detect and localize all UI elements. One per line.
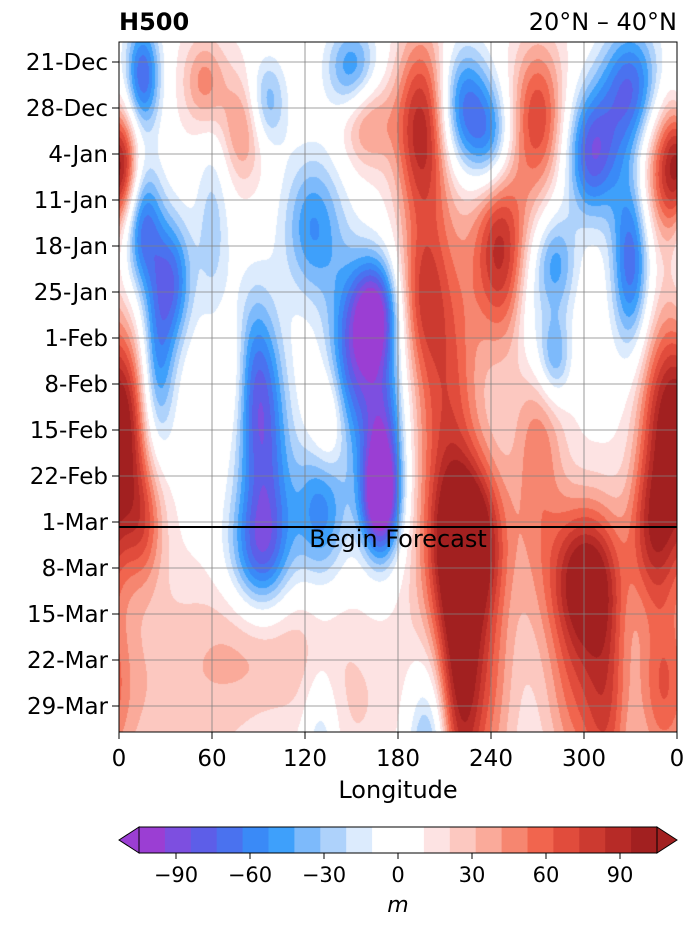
colorbar-swatch	[216, 827, 244, 853]
colorbar-tick-label: 0	[391, 863, 404, 887]
colorbar-swatch	[294, 827, 321, 853]
x-axis-label: Longitude	[338, 776, 457, 804]
title-left: H500	[119, 8, 189, 36]
y-tick-label: 15-Feb	[30, 418, 108, 444]
y-tick-label: 4-Jan	[48, 142, 108, 168]
y-tick-label: 18-Jan	[34, 234, 108, 260]
colorbar-tick-label: 90	[607, 863, 634, 887]
x-tick-label: 240	[469, 746, 513, 772]
colorbar-swatch	[346, 827, 373, 853]
colorbar-swatch	[190, 827, 218, 853]
title-right: 20°N – 40°N	[529, 8, 677, 36]
y-tick-label: 11-Jan	[34, 188, 108, 214]
x-tick-label: 0	[670, 746, 685, 772]
x-axis: 0 60 120 180 240 300 0	[112, 732, 685, 772]
y-tick-label: 22-Feb	[30, 464, 108, 490]
colorbar-swatch	[605, 827, 632, 853]
colorbar-swatch	[449, 827, 477, 853]
colorbar-swatch	[527, 827, 554, 853]
x-tick-label: 60	[197, 746, 226, 772]
colorbar-tick-label: 30	[459, 863, 486, 887]
x-tick-label: 0	[112, 746, 127, 772]
colorbar-swatch	[501, 827, 528, 853]
x-tick-label: 120	[283, 746, 327, 772]
colorbar-swatch	[320, 827, 347, 853]
x-tick-label: 300	[562, 746, 606, 772]
colorbar-swatch	[398, 827, 425, 853]
plot-area: Begin Forecast	[118, 41, 678, 733]
colorbar-extend-min	[118, 826, 140, 854]
colorbar-tick-label: −60	[228, 863, 272, 887]
colorbar-extend-max	[656, 826, 678, 854]
y-tick-label: 28-Dec	[26, 96, 108, 122]
colorbar-swatch	[553, 827, 580, 853]
colorbar-tick-label: −90	[154, 863, 198, 887]
y-axis: 21-Dec 28-Dec 4-Jan 11-Jan 18-Jan 25-Jan 1-Feb…	[26, 50, 119, 720]
colorbar: −90 −60 −30 0 30 60 90	[118, 826, 678, 887]
y-tick-label: 1-Feb	[44, 326, 108, 352]
y-tick-label: 22-Mar	[27, 648, 109, 674]
colorbar-swatch	[139, 827, 166, 853]
y-tick-label: 8-Feb	[44, 372, 108, 398]
y-tick-label: 21-Dec	[26, 50, 108, 76]
y-tick-label: 29-Mar	[27, 694, 109, 720]
begin-forecast-annotation: Begin Forecast	[309, 525, 487, 553]
colorbar-swatch	[268, 827, 295, 853]
colorbar-swatch	[423, 827, 451, 853]
colorbar-swatch	[164, 827, 192, 853]
colorbar-swatch	[579, 827, 606, 853]
grid-lines	[119, 42, 677, 732]
colorbar-unit-label: m	[387, 893, 408, 918]
y-tick-label: 1-Mar	[42, 510, 109, 536]
colorbar-swatch	[475, 827, 503, 853]
y-tick-label: 25-Jan	[34, 280, 108, 306]
colorbar-swatch	[242, 827, 269, 853]
x-tick-label: 180	[376, 746, 420, 772]
y-tick-label: 8-Mar	[42, 556, 109, 582]
y-tick-label: 15-Mar	[27, 602, 109, 628]
colorbar-swatch	[631, 827, 658, 853]
colorbar-swatch	[372, 827, 399, 853]
colorbar-tick-label: −30	[302, 863, 346, 887]
colorbar-tick-label: 60	[533, 863, 560, 887]
